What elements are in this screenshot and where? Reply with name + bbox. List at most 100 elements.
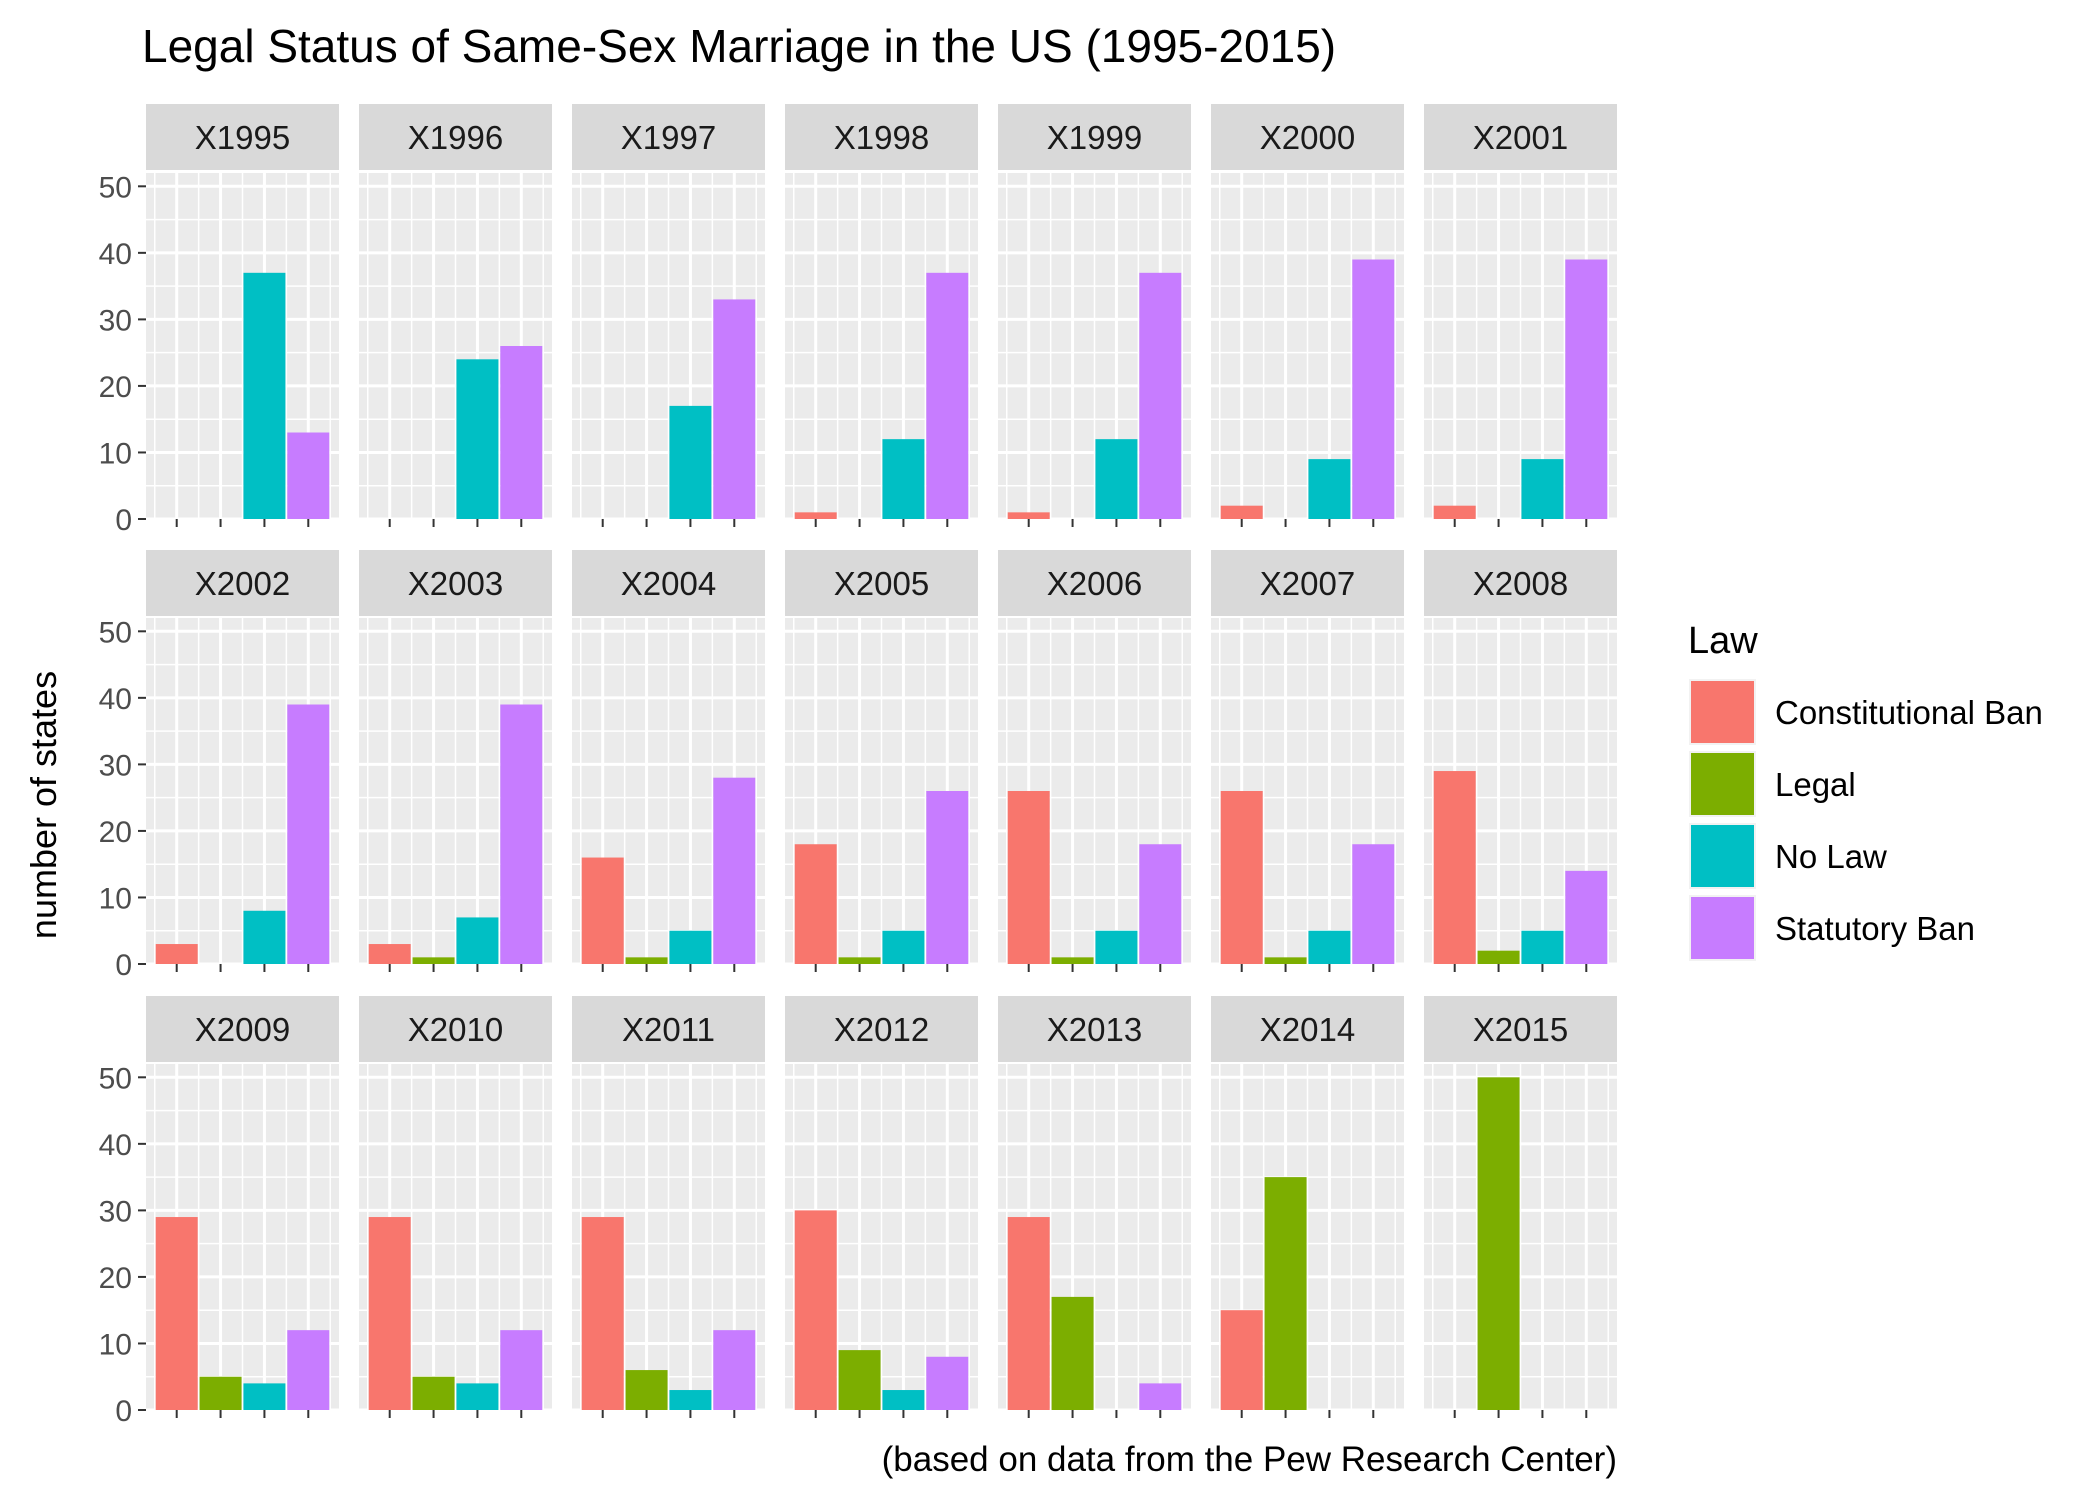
- chart-title: Legal Status of Same-Sex Marriage in the…: [142, 20, 1336, 72]
- bar-x2000-statutory-ban: [1352, 259, 1395, 519]
- facet-strip-label: X2003: [408, 565, 503, 602]
- facet-x2001: X2001: [1424, 104, 1617, 527]
- bar-x2009-statutory-ban: [287, 1330, 330, 1410]
- bar-x2009-no-law: [243, 1383, 286, 1410]
- bar-x2005-no-law: [882, 930, 925, 964]
- y-tick-label: 20: [99, 1262, 132, 1295]
- bar-x1996-statutory-ban: [500, 346, 543, 519]
- bar-x1999-statutory-ban: [1139, 272, 1182, 519]
- bar-x2005-constitutional-ban: [794, 844, 837, 964]
- facet-x1997: X1997: [572, 104, 765, 527]
- legend-swatch: [1691, 897, 1754, 959]
- facet-x2003: X2003: [359, 550, 552, 972]
- facet-strip-label: X2012: [834, 1011, 929, 1048]
- bar-x2004-no-law: [669, 930, 712, 964]
- bar-x1995-no-law: [243, 272, 286, 519]
- legend: Law Constitutional Ban Legal No Law Statuto…: [1688, 620, 2043, 961]
- facet-x2010: X2010: [359, 996, 552, 1418]
- bar-x2001-statutory-ban: [1565, 259, 1608, 519]
- bar-x1998-statutory-ban: [926, 272, 969, 519]
- legend-entry-constitutional-ban: Constitutional Ban: [1689, 679, 2043, 745]
- legend-entry-no-law: No Law: [1689, 823, 1887, 889]
- facet-strip: [146, 550, 339, 616]
- bar-x2007-statutory-ban: [1352, 844, 1395, 964]
- bar-x2012-no-law: [882, 1390, 925, 1410]
- facet-strip-label: X2002: [195, 565, 290, 602]
- facet-strip: [1424, 996, 1617, 1062]
- facet-x1995: X1995 0 10 20 30 40 50: [99, 104, 339, 537]
- facet-strip: [785, 104, 978, 170]
- y-tick-label: 10: [99, 437, 132, 470]
- bar-x2006-statutory-ban: [1139, 844, 1182, 964]
- bar-x2012-constitutional-ban: [794, 1210, 837, 1410]
- facet-x1999: X1999: [998, 104, 1191, 527]
- y-tick-label: 40: [99, 683, 132, 716]
- bar-x2011-no-law: [669, 1390, 712, 1410]
- bar-x2000-constitutional-ban: [1220, 505, 1263, 519]
- legend-label: Statutory Ban: [1775, 910, 1975, 947]
- bar-x1999-no-law: [1095, 439, 1138, 519]
- bar-x2011-legal: [625, 1370, 668, 1410]
- legend-label: Legal: [1775, 766, 1856, 803]
- facet-x1996: X1996: [359, 104, 552, 527]
- facet-strip: [1424, 550, 1617, 616]
- facet-x2014: X2014: [1211, 996, 1404, 1418]
- bar-x2008-statutory-ban: [1565, 870, 1608, 964]
- facet-strip: [146, 996, 339, 1062]
- chart-caption: (based on data from the Pew Research Cen…: [882, 1440, 1617, 1479]
- facet-strip: [572, 996, 765, 1062]
- legend-swatch: [1691, 681, 1754, 743]
- bar-x2013-legal: [1051, 1296, 1094, 1410]
- bar-x2007-constitutional-ban: [1220, 791, 1263, 964]
- legend-label: No Law: [1775, 838, 1887, 875]
- facet-strip-label: X1998: [834, 119, 929, 156]
- bar-x2011-statutory-ban: [713, 1330, 756, 1410]
- facet-strip: [998, 550, 1191, 616]
- bar-x2003-constitutional-ban: [368, 944, 411, 964]
- facet-x2013: X2013: [998, 996, 1191, 1418]
- bar-x2014-constitutional-ban: [1220, 1310, 1263, 1410]
- facet-strip-label: X2000: [1260, 119, 1355, 156]
- bar-x2002-no-law: [243, 910, 286, 964]
- facet-strip: [1211, 104, 1404, 170]
- bar-x2009-legal: [199, 1376, 242, 1410]
- bar-x1998-constitutional-ban: [794, 512, 837, 519]
- bar-x1998-no-law: [882, 439, 925, 519]
- bar-x2007-no-law: [1308, 930, 1351, 964]
- legend-entry-statutory-ban: Statutory Ban: [1689, 895, 1975, 961]
- facet-x2004: X2004: [572, 550, 765, 972]
- bar-x2013-constitutional-ban: [1007, 1217, 1050, 1410]
- y-tick-label: 30: [99, 304, 132, 337]
- bar-x2011-constitutional-ban: [581, 1217, 624, 1410]
- bar-x2005-legal: [838, 957, 881, 964]
- facet-strip: [1211, 550, 1404, 616]
- facet-x2006: X2006: [998, 550, 1191, 972]
- bar-x2001-no-law: [1521, 459, 1564, 519]
- bar-x2003-no-law: [456, 917, 499, 964]
- facet-strip: [572, 550, 765, 616]
- facet-panels: X1995 0 10 20 30 40 50 X1996 X1997 X1998 X1999 X200…: [99, 104, 1617, 1428]
- bar-x2009-constitutional-ban: [155, 1217, 198, 1410]
- facet-strip: [572, 104, 765, 170]
- bar-x2003-legal: [412, 957, 455, 964]
- y-tick-label: 40: [99, 238, 132, 271]
- bar-x2014-legal: [1264, 1177, 1307, 1410]
- y-tick-label: 0: [115, 949, 132, 982]
- facet-strip: [1211, 996, 1404, 1062]
- facet-strip-label: X2004: [621, 565, 716, 602]
- facet-strip-label: X2008: [1473, 565, 1568, 602]
- facet-strip-label: X2014: [1260, 1011, 1355, 1048]
- y-tick-label: 20: [99, 371, 132, 404]
- facet-strip-label: X2010: [408, 1011, 503, 1048]
- legend-swatch: [1691, 753, 1754, 815]
- facet-x2015: X2015: [1424, 996, 1617, 1418]
- bar-x2004-statutory-ban: [713, 777, 756, 964]
- bar-x2015-legal: [1477, 1077, 1520, 1410]
- facet-strip-label: X2009: [195, 1011, 290, 1048]
- facet-strip: [998, 996, 1191, 1062]
- bar-x2006-legal: [1051, 957, 1094, 964]
- legend-title: Law: [1688, 620, 1758, 662]
- y-tick-label: 40: [99, 1129, 132, 1162]
- bar-x2008-no-law: [1521, 930, 1564, 964]
